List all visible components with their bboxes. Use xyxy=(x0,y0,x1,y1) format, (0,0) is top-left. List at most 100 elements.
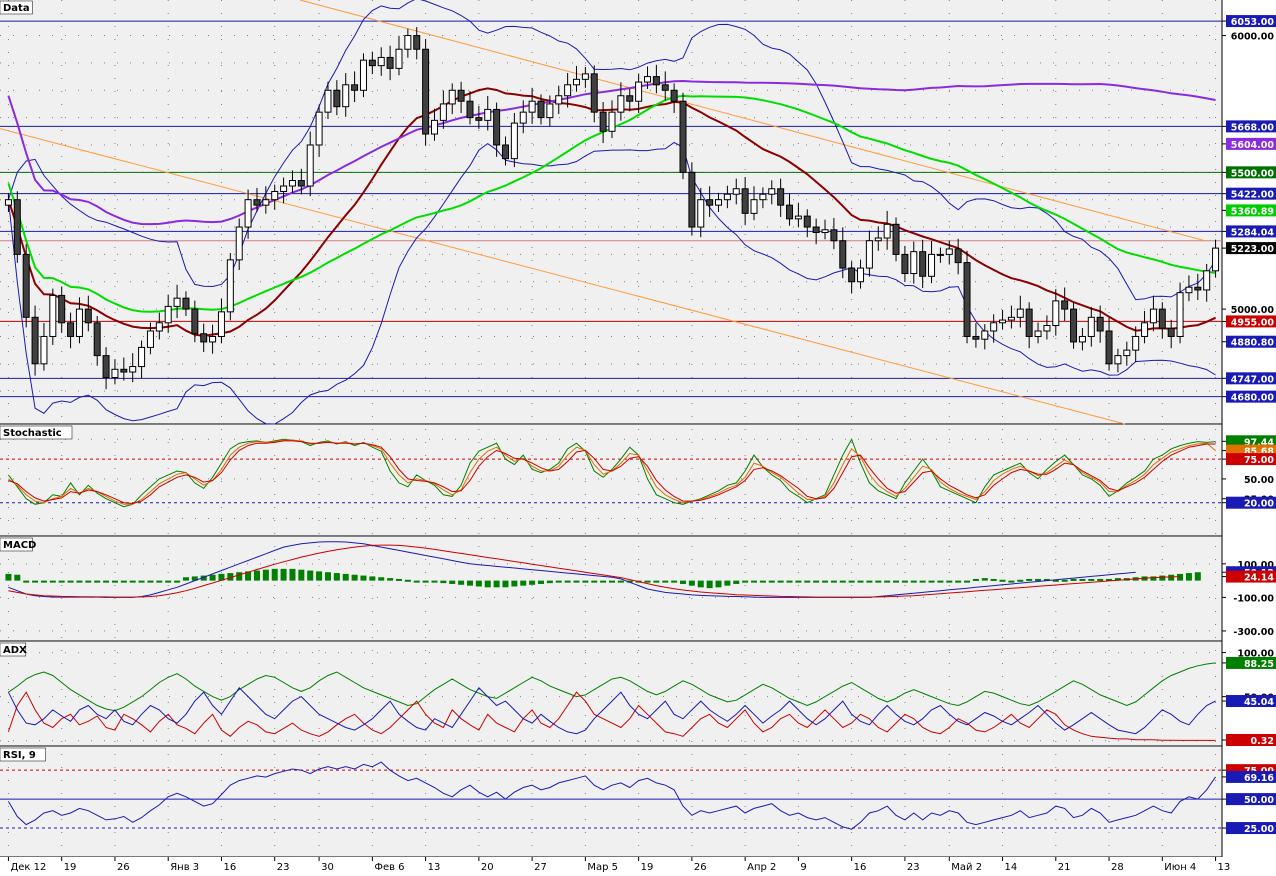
macd-histogram-bar xyxy=(698,581,704,588)
time-axis-label: 13 xyxy=(1218,862,1231,872)
macd-histogram-bar xyxy=(645,581,651,583)
time-axis-label: Дек 12 xyxy=(10,862,46,872)
macd-histogram-bar xyxy=(494,581,500,588)
candle xyxy=(582,74,588,79)
panel-title: ADX xyxy=(3,645,27,656)
candle xyxy=(387,57,393,68)
macd-histogram-bar xyxy=(405,580,411,582)
macd-histogram-bar xyxy=(387,578,393,581)
candle xyxy=(396,49,402,68)
axis-price-label: 5500.00 xyxy=(1231,168,1275,179)
macd-histogram-bar xyxy=(662,581,668,583)
candle xyxy=(254,200,260,205)
candle xyxy=(41,336,47,363)
candle xyxy=(352,85,358,90)
candle xyxy=(911,252,917,274)
macd-histogram-bar xyxy=(41,581,47,583)
candle xyxy=(449,90,455,104)
candle xyxy=(1115,356,1121,364)
macd-histogram-bar xyxy=(414,581,420,583)
macd-histogram-bar xyxy=(423,581,429,583)
candle xyxy=(1204,271,1210,290)
macd-histogram-bar xyxy=(1079,579,1085,581)
candle xyxy=(431,120,437,134)
candle xyxy=(5,200,11,205)
macd-histogram-bar xyxy=(591,581,597,583)
macd-histogram-bar xyxy=(1168,575,1174,581)
macd-histogram-bar xyxy=(866,581,872,583)
macd-histogram-bar xyxy=(1097,579,1103,581)
candle xyxy=(494,109,500,145)
candle xyxy=(769,189,775,194)
macd-histogram-bar xyxy=(449,581,455,584)
candle xyxy=(653,77,659,85)
macd-histogram-bar xyxy=(1177,574,1183,581)
panel-title: RSI, 9 xyxy=(3,750,36,761)
panel-background xyxy=(0,747,1222,857)
macd-histogram-bar xyxy=(139,581,145,583)
time-axis-label: 27 xyxy=(534,862,547,872)
macd-histogram-bar xyxy=(573,581,579,583)
candle xyxy=(627,96,633,101)
macd-histogram-bar xyxy=(1008,581,1014,583)
candle xyxy=(307,145,313,186)
candle xyxy=(325,90,331,112)
time-axis-label: Мар 5 xyxy=(587,862,618,872)
candle xyxy=(822,230,828,233)
time-axis-label: 23 xyxy=(277,862,290,872)
candle xyxy=(112,369,118,377)
candle xyxy=(1142,323,1148,337)
axis-price-label: 75.00 xyxy=(1244,455,1274,466)
candle xyxy=(360,60,366,90)
candle xyxy=(210,336,216,341)
macd-histogram-bar xyxy=(742,581,748,583)
candle xyxy=(1133,336,1139,350)
candle xyxy=(103,356,109,378)
macd-histogram-bar xyxy=(502,581,508,588)
macd-histogram-bar xyxy=(210,575,216,581)
macd-histogram-bar xyxy=(103,581,109,583)
macd-histogram-bar xyxy=(458,581,464,585)
candle xyxy=(334,90,340,106)
candle xyxy=(298,181,304,186)
candle xyxy=(227,260,233,312)
macd-histogram-bar xyxy=(76,581,82,583)
macd-histogram-bar xyxy=(724,581,730,586)
candle xyxy=(973,336,979,339)
macd-histogram-bar xyxy=(778,581,784,583)
macd-histogram-bar xyxy=(1017,580,1023,582)
macd-histogram-bar xyxy=(467,581,473,586)
panel-background xyxy=(0,642,1222,746)
macd-histogram-bar xyxy=(254,571,260,581)
candle xyxy=(1000,320,1006,323)
candle xyxy=(573,79,579,84)
macd-histogram-bar xyxy=(733,581,739,584)
candle xyxy=(645,77,651,82)
axis-price-label: 45.04 xyxy=(1244,697,1274,708)
axis-price-label: 6053.00 xyxy=(1231,17,1275,28)
macd-histogram-bar xyxy=(946,581,952,583)
candle xyxy=(343,85,349,107)
candle xyxy=(502,145,508,159)
candle xyxy=(698,200,704,227)
candle xyxy=(1168,328,1174,336)
macd-histogram-bar xyxy=(94,581,100,583)
macd-histogram-bar xyxy=(121,581,127,583)
candle xyxy=(1088,317,1094,336)
time-axis-label: Июн 4 xyxy=(1164,862,1196,872)
macd-histogram-bar xyxy=(334,573,340,581)
candle xyxy=(929,254,935,276)
candle xyxy=(840,241,846,268)
candle xyxy=(1071,309,1077,342)
macd-histogram-bar xyxy=(369,576,375,580)
candle xyxy=(192,309,198,334)
macd-histogram-bar xyxy=(112,581,118,583)
candle xyxy=(565,85,571,96)
candle xyxy=(414,36,420,50)
candle xyxy=(591,74,597,112)
candle xyxy=(147,331,153,347)
axis-price-label: -300.00 xyxy=(1233,627,1274,638)
candle xyxy=(804,216,810,227)
